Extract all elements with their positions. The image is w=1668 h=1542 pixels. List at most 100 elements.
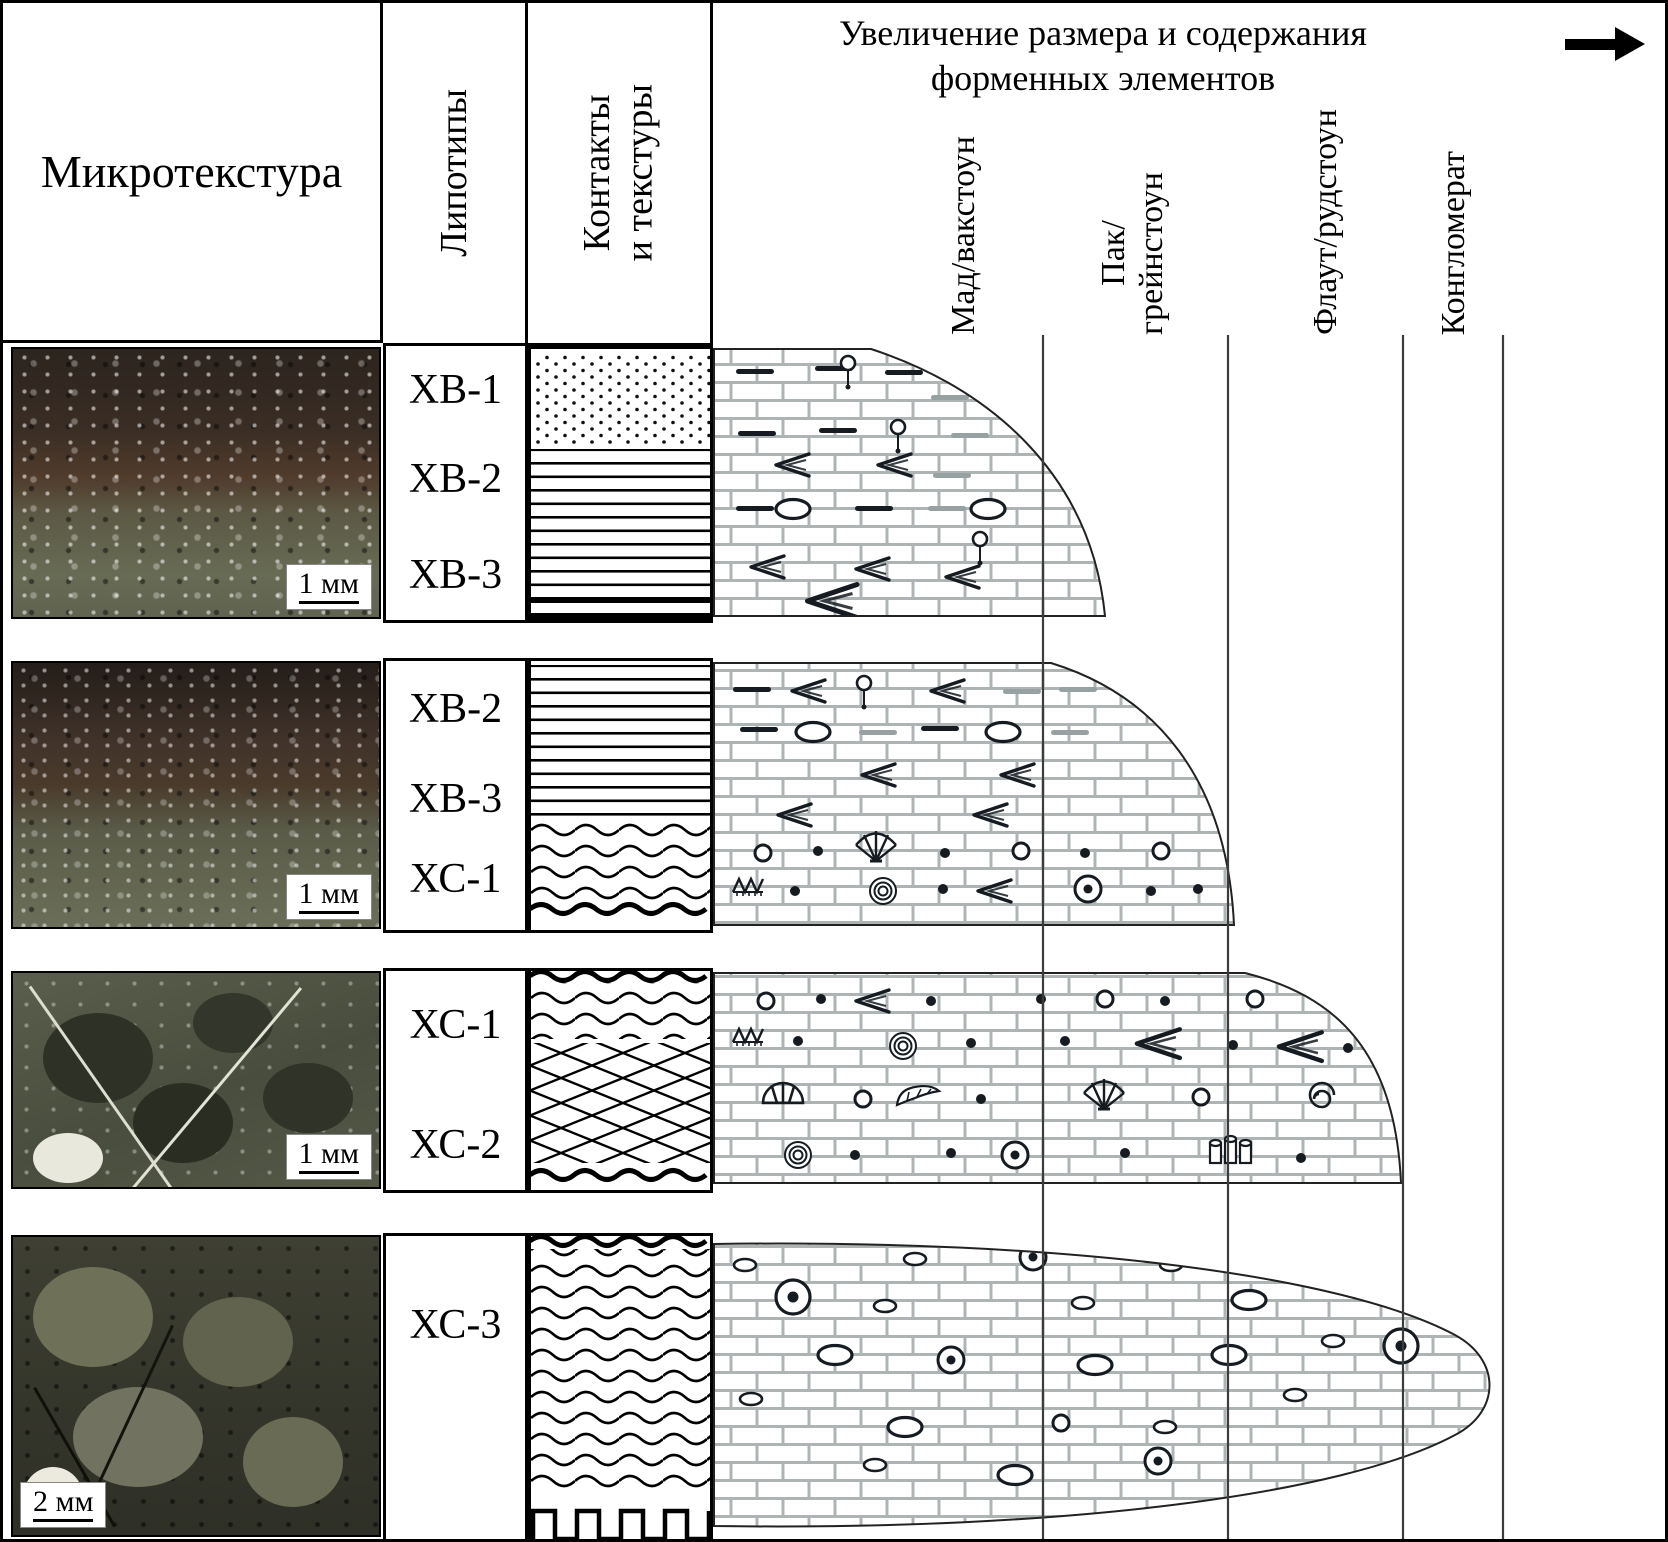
lithotype-label: ХВ-3 — [408, 776, 503, 822]
dot-grain-icon — [946, 1148, 956, 1158]
scale-bar-line — [33, 1519, 94, 1522]
crinoid-fan-icon — [854, 829, 898, 863]
texture-blob — [33, 1133, 103, 1183]
dot-grain-icon — [1343, 1043, 1353, 1053]
ellipse-grain-icon — [738, 1391, 764, 1407]
shell-icon — [854, 988, 891, 1014]
lithotype-cell-row1 — [383, 343, 528, 623]
lithotype-label: ХВ-2 — [408, 456, 503, 502]
row3-symbols — [731, 988, 1353, 1170]
dot-grain-icon — [793, 1036, 803, 1046]
dot-grain-icon — [1160, 996, 1170, 1006]
limestone-wedge-row2 — [714, 663, 1234, 925]
ellipse-grain-icon — [1070, 1295, 1096, 1311]
dot-grain-icon — [813, 846, 823, 856]
scale-bar: 2 мм — [21, 1483, 106, 1527]
circle-grain-icon — [753, 843, 773, 863]
dot-grain-icon — [850, 1150, 860, 1160]
dash-icon — [859, 730, 897, 735]
photomicrograph-row4: 2 мм — [11, 1235, 381, 1537]
horn-shell-icon — [895, 1084, 941, 1107]
lithotype-cell-row4 — [383, 1233, 528, 1539]
shell-icon — [749, 554, 786, 580]
dot-grain-icon — [926, 996, 936, 1006]
lithotype-label: ХС-1 — [409, 856, 502, 902]
shell-icon — [776, 802, 813, 828]
lithotypes-header: Липотипы — [383, 3, 528, 343]
wedge-outline — [713, 662, 1236, 926]
dot-grain-icon — [1036, 994, 1046, 1004]
shell-icon — [854, 556, 891, 582]
circle-grain-icon — [853, 1089, 873, 1109]
scale-bar-label: 1 мм — [298, 567, 359, 600]
ellipse-grain-icon — [1076, 1353, 1114, 1377]
dot-grain-icon — [976, 1094, 986, 1104]
ostracod-pin-icon — [839, 354, 857, 391]
gradient-title: Увеличение размера и содержания форменны… — [839, 13, 1367, 98]
photomicrograph-row2: 1 мм — [11, 661, 381, 929]
dot-grain-icon — [1060, 1036, 1070, 1046]
dash-icon — [819, 428, 857, 433]
column-label-text: Конгломерат — [1434, 150, 1472, 335]
ooid-icon — [784, 1141, 812, 1169]
dash-icon — [928, 506, 966, 511]
dash-icon — [733, 687, 771, 692]
lithotype-label: ХС-2 — [409, 1122, 502, 1168]
ostracod-pin-icon — [971, 530, 989, 567]
ellipse-grain-icon — [996, 1463, 1034, 1487]
scale-bar-line — [298, 601, 359, 604]
shell-icon — [929, 678, 966, 704]
microtexture-header-label: Микротекстура — [40, 146, 343, 197]
dash-icon — [951, 433, 989, 438]
column-label-mud-wackestone: Мад/вакстоун — [941, 75, 987, 335]
shell-icon — [976, 878, 1013, 904]
column-label-text: Мад/вакстоун — [944, 136, 982, 335]
circle-grain-icon — [756, 991, 776, 1011]
limestone-wedge-row3 — [714, 973, 1401, 1183]
scale-bar-line — [298, 1171, 359, 1174]
dot-grain-icon — [1120, 1148, 1130, 1158]
crinoid-fan-icon — [1082, 1077, 1126, 1111]
oncoid-icon — [1382, 1327, 1420, 1365]
lithotype-label: ХВ-1 — [408, 367, 503, 413]
shell-icon — [944, 564, 981, 590]
dash-icon — [1003, 689, 1041, 694]
circle-grain-icon — [1051, 1413, 1071, 1433]
lithotype-label: ХВ-2 — [408, 686, 503, 732]
dash-icon — [738, 431, 776, 436]
dot-grain-icon — [966, 1038, 976, 1048]
rudist-cylinders-icon — [1208, 1134, 1253, 1165]
column-label-float-rudstone: Флаут/рудстоун — [1303, 63, 1349, 335]
scale-bar-label: 1 мм — [298, 1137, 359, 1170]
column-label-text: Пак/ грейнстоун — [1094, 172, 1170, 335]
dash-icon — [1051, 730, 1089, 735]
dot-grain-icon — [938, 884, 948, 894]
ellipse-grain-icon — [1320, 1333, 1346, 1349]
texture-blob — [193, 993, 273, 1053]
dot-grain-icon — [940, 848, 950, 858]
ellipse-grain-icon — [984, 720, 1022, 744]
circle-grain-icon — [1095, 989, 1115, 1009]
ostracod-pin-icon — [855, 674, 873, 711]
brachiopod-icon — [761, 1081, 805, 1105]
texture-blob — [73, 1387, 203, 1487]
scale-bar-line — [298, 911, 359, 914]
scale-bar: 1 мм — [286, 1135, 371, 1179]
contacts-header-label: Контакты и текстуры — [576, 84, 661, 262]
oncoid-icon — [1000, 1140, 1030, 1170]
ellipse-grain-icon — [886, 1415, 924, 1439]
wedge-outline — [713, 348, 1107, 617]
circle-grain-icon — [1011, 841, 1031, 861]
shell-icon — [790, 678, 827, 704]
shell-icon — [999, 762, 1036, 788]
scale-bar-label: 2 мм — [33, 1485, 94, 1518]
dash-icon — [885, 370, 923, 375]
scale-bar: 1 мм — [286, 875, 371, 919]
row2-symbols — [731, 674, 1203, 905]
ostracod-pin-icon — [889, 418, 907, 455]
right-arrow-icon — [1565, 39, 1617, 50]
dash-icon — [933, 473, 971, 478]
shell-icon — [972, 802, 1009, 828]
ellipse-grain-icon — [872, 1298, 898, 1314]
dot-grain-icon — [816, 994, 826, 1004]
